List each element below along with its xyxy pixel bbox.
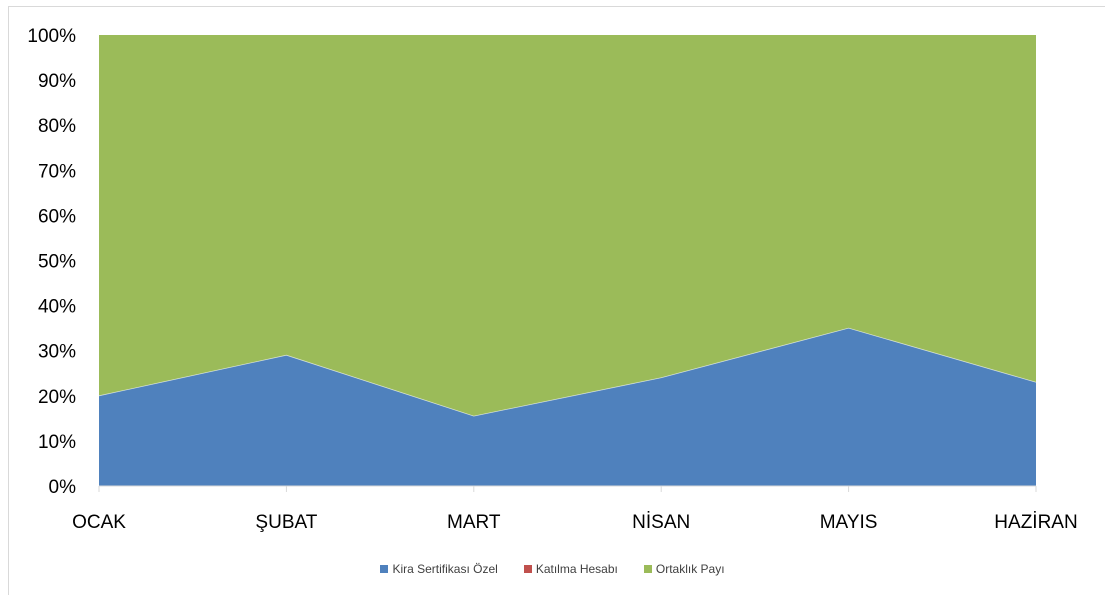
y-tick-label: 90% — [38, 71, 76, 92]
y-tick-label: 60% — [38, 206, 76, 227]
y-tick-label: 0% — [49, 477, 77, 498]
y-tick-label: 20% — [38, 387, 76, 408]
x-tick-label: HAZİRAN — [994, 512, 1077, 533]
chart: 0% 10% 20% 30% 40% 50% 60% 70% 80% 90% 100% OCAK ŞUB… — [27, 26, 1077, 533]
y-tick-label: 10% — [38, 432, 76, 453]
series-boundary-line — [98, 327, 1037, 417]
legend-label-kira: Kira Sertifikası Özel — [392, 562, 498, 576]
legend-label-katilma: Katılma Hesabı — [535, 562, 618, 576]
legend-swatch-katilma — [523, 565, 532, 573]
legend-swatch-kira — [380, 565, 389, 573]
legend-item-katilma: Katılma Hesabı — [523, 562, 618, 576]
y-tick-label: 40% — [38, 297, 76, 318]
x-tick-label: ŞUBAT — [255, 512, 317, 533]
legend-swatch-ortaklik — [643, 565, 652, 573]
y-tick-label: 30% — [38, 342, 76, 363]
y-tick-label: 80% — [38, 116, 76, 137]
x-tick-label: MART — [447, 512, 501, 533]
area-series-2 — [99, 35, 1036, 417]
y-tick-label: 70% — [38, 161, 76, 182]
y-tick-label: 100% — [27, 26, 76, 47]
legend-item-kira: Kira Sertifikası Özel — [380, 562, 498, 576]
legend-item-ortaklik: Ortaklık Payı — [643, 562, 725, 576]
x-tick-label: NİSAN — [632, 512, 690, 533]
x-tick-label: OCAK — [72, 512, 126, 533]
y-tick-label: 50% — [38, 252, 76, 273]
chart-frame — [8, 6, 1105, 595]
area-series-0 — [99, 328, 1036, 486]
x-tick-label: MAYIS — [820, 512, 878, 533]
legend-label-ortaklik: Ortaklık Payı — [655, 562, 725, 576]
legend: Kira Sertifikası Özel Katılma Hesabı Ort… — [0, 562, 1105, 576]
